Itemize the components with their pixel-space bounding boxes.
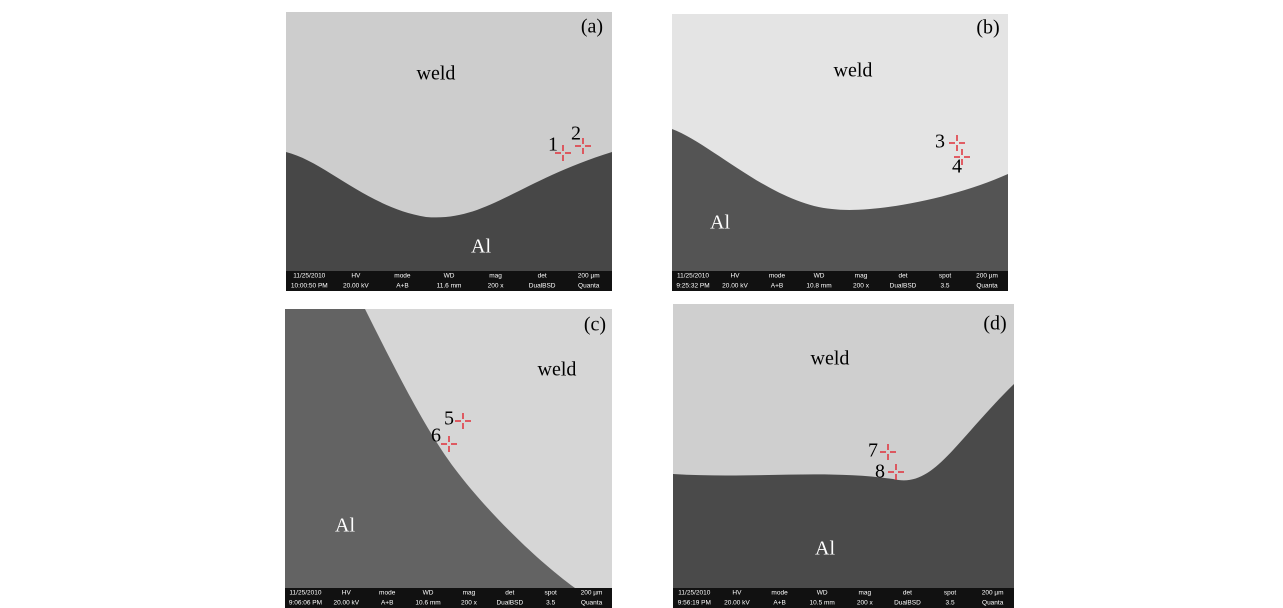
info-text: HV xyxy=(351,273,361,280)
info-text: WD xyxy=(423,590,434,597)
info-text: 20.00 kV xyxy=(343,283,369,290)
info-text: A+B xyxy=(396,283,408,290)
info-text: mode xyxy=(394,273,411,280)
info-text: Quanta xyxy=(982,600,1004,607)
info-text: HV xyxy=(730,273,740,280)
info-text: WD xyxy=(814,273,825,280)
info-text: det xyxy=(505,590,514,597)
panel-label: (c) xyxy=(584,314,606,336)
panel-label: (b) xyxy=(976,17,999,39)
point-label: 8 xyxy=(875,461,885,483)
info-text: 9:25:32 PM xyxy=(676,283,709,290)
info-text: spot xyxy=(944,590,956,597)
point-label: 2 xyxy=(571,123,581,145)
info-text: spot xyxy=(939,273,951,280)
info-text: 10:00:50 PM xyxy=(291,283,328,290)
point-label: 4 xyxy=(952,156,962,178)
region-label: Al xyxy=(815,538,835,560)
panel: (c) weld Al 56 11/25/2010 HV mode WD mag det spot 2… xyxy=(285,309,612,608)
info-text: 3.5 xyxy=(940,283,949,290)
info-text: 200 µm xyxy=(982,590,1004,597)
panel-label: (a) xyxy=(581,16,603,38)
info-text: Quanta xyxy=(578,283,600,290)
info-text: 200 x xyxy=(853,283,870,290)
panel: (d) weld Al 78 11/25/2010 HV mode WD mag det spot 2… xyxy=(673,304,1014,608)
info-text: WD xyxy=(444,273,455,280)
info-text: 11/25/2010 xyxy=(293,273,325,280)
info-text: mag xyxy=(463,590,476,597)
info-text: DualBSD xyxy=(529,283,556,290)
region-label: weld xyxy=(538,359,577,381)
info-text: mag xyxy=(855,273,868,280)
info-text: 11/25/2010 xyxy=(677,273,709,280)
region-label: Al xyxy=(710,212,730,234)
info-text: spot xyxy=(545,590,557,597)
info-text: A+B xyxy=(381,600,393,607)
info-text: mag xyxy=(489,273,502,280)
info-text: 10.5 mm xyxy=(810,600,835,607)
figure: (a)weldAl1211/25/2010HVmodeWDmagdet200 µ… xyxy=(0,0,1283,608)
info-text: 11/25/2010 xyxy=(289,590,321,597)
info-text: 20.00 kV xyxy=(722,283,748,290)
info-text: A+B xyxy=(771,283,783,290)
info-text: DualBSD xyxy=(894,600,921,607)
info-text: 20.00 kV xyxy=(333,600,359,607)
point-label: 3 xyxy=(935,131,945,153)
region-label: weld xyxy=(834,60,873,82)
info-text: HV xyxy=(732,590,742,597)
info-text: Quanta xyxy=(976,283,998,290)
info-text: DualBSD xyxy=(496,600,523,607)
point-label: 6 xyxy=(431,425,441,447)
info-text: mode xyxy=(769,273,786,280)
info-text: 11.6 mm xyxy=(437,283,462,290)
info-text: 200 x xyxy=(488,283,505,290)
panel-label: (d) xyxy=(983,313,1006,335)
info-text: Quanta xyxy=(581,600,603,607)
info-text: 200 x xyxy=(857,600,874,607)
info-text: 10.6 mm xyxy=(415,600,440,607)
info-text: HV xyxy=(342,590,352,597)
info-text: det xyxy=(903,590,912,597)
info-text: 9:56:19 PM xyxy=(678,600,711,607)
info-text: 200 µm xyxy=(578,273,600,280)
point-label: 7 xyxy=(868,440,878,462)
region-label: weld xyxy=(417,63,456,85)
info-text: 200 x xyxy=(461,600,478,607)
info-text: mag xyxy=(858,590,871,597)
panel: (b) weld Al 34 11/25/2010 HV mode WD mag det spot 2… xyxy=(672,14,1008,291)
info-text: A+B xyxy=(773,600,785,607)
info-text: 11/25/2010 xyxy=(678,590,710,597)
info-text: 3.5 xyxy=(546,600,555,607)
info-text: 9:06:06 PM xyxy=(289,600,322,607)
info-text: 10.8 mm xyxy=(806,283,831,290)
info-text: DualBSD xyxy=(890,283,917,290)
info-text: 200 µm xyxy=(976,273,998,280)
info-text: det xyxy=(538,273,547,280)
info-text: mode xyxy=(771,590,788,597)
info-text: det xyxy=(898,273,907,280)
region-label: weld xyxy=(811,348,850,370)
point-label: 5 xyxy=(444,408,454,430)
info-text: 3.5 xyxy=(946,600,955,607)
info-text: 20.00 kV xyxy=(724,600,750,607)
info-text: WD xyxy=(817,590,828,597)
info-text: 200 µm xyxy=(581,590,603,597)
region-label: Al xyxy=(471,236,491,258)
region-label: Al xyxy=(335,515,355,537)
info-text: mode xyxy=(379,590,396,597)
